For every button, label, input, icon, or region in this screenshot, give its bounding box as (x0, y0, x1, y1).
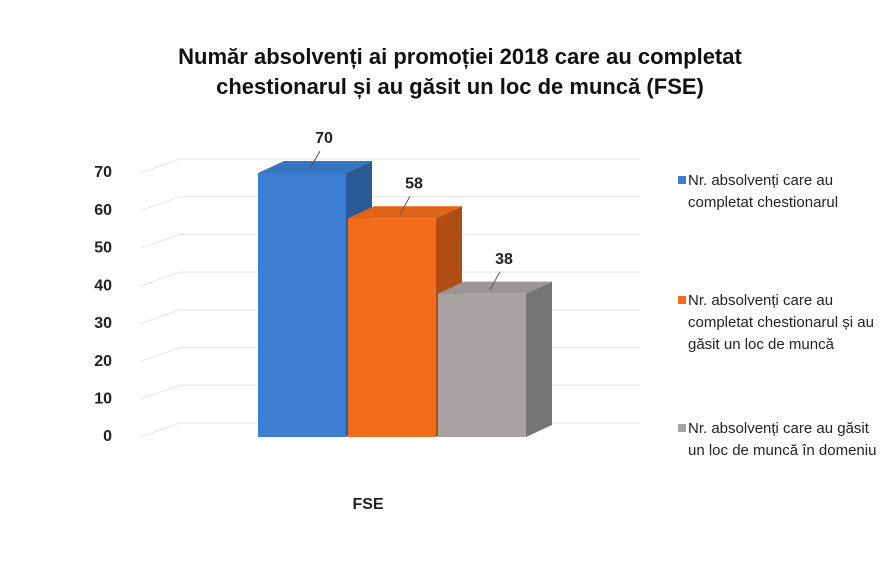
y-tick-label: 70 (94, 164, 112, 181)
bar (258, 173, 346, 437)
legend-entry: Nr. absolvenți care au completat chestio… (678, 170, 888, 214)
bar (438, 293, 526, 437)
x-tick-label: FSE (352, 496, 383, 513)
grid-line (139, 271, 640, 287)
bar-top (348, 206, 462, 219)
bar-side (526, 281, 552, 437)
legend-label: Nr. absolvenți care au completat chestio… (688, 172, 839, 211)
grid-line (139, 233, 640, 249)
bar-top (438, 281, 552, 294)
y-tick-label: 10 (94, 391, 112, 408)
y-tick-label: 60 (94, 202, 112, 219)
data-label: 58 (405, 175, 423, 192)
legend-label: Nr. absolvenți care au completat chestio… (688, 292, 874, 353)
data-label: 70 (315, 130, 333, 147)
legend-swatch (678, 176, 686, 184)
leader-line (399, 196, 411, 215)
legend-entry: Nr. absolvenți care au găsit un loc de m… (678, 418, 888, 462)
grid-line (139, 196, 640, 212)
legend-label: Nr. absolvenți care au găsit un loc de m… (688, 420, 877, 459)
leader-line (309, 150, 321, 170)
chart-title: Număr absolvenți ai promoției 2018 care … (178, 44, 742, 99)
y-tick-label: 30 (94, 315, 112, 332)
leader-line (489, 271, 501, 290)
legend-entry: Nr. absolvenți care au completat chestio… (678, 290, 888, 356)
y-tick-label: 40 (94, 277, 112, 294)
y-tick-label: 20 (94, 353, 112, 370)
y-tick-label: 50 (94, 240, 112, 257)
y-tick-label: 0 (103, 428, 112, 445)
legend-swatch (678, 296, 686, 304)
data-label: 38 (495, 251, 513, 268)
bar-top (258, 161, 372, 173)
legend-swatch (678, 424, 686, 432)
bar (348, 218, 436, 437)
grid-line (139, 158, 640, 174)
